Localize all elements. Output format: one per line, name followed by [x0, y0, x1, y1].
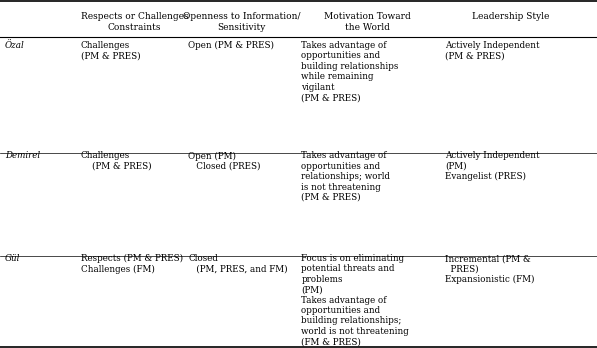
Text: Openness to Information/
Sensitivity: Openness to Information/ Sensitivity	[183, 12, 300, 32]
Text: Challenges
    (PM & PRES): Challenges (PM & PRES)	[81, 151, 151, 171]
Text: Actively Independent
(PM & PRES): Actively Independent (PM & PRES)	[445, 41, 539, 61]
Text: Respects or Challenges
Constraints: Respects or Challenges Constraints	[81, 12, 188, 32]
Text: Gül: Gül	[5, 254, 20, 263]
Text: Özal: Özal	[5, 41, 24, 50]
Text: Takes advantage of
opportunities and
building relationships
while remaining
vigi: Takes advantage of opportunities and bui…	[301, 41, 399, 102]
Text: Leadership Style: Leadership Style	[472, 12, 549, 21]
Text: Respects (PM & PRES)
Challenges (FM): Respects (PM & PRES) Challenges (FM)	[81, 254, 183, 274]
Text: Challenges
(PM & PRES): Challenges (PM & PRES)	[81, 41, 140, 61]
Text: Actively Independent
(PM)
Evangelist (PRES): Actively Independent (PM) Evangelist (PR…	[445, 151, 539, 181]
Text: Open (PM & PRES): Open (PM & PRES)	[188, 41, 274, 50]
Text: Open (PM)
   Closed (PRES): Open (PM) Closed (PRES)	[188, 151, 260, 171]
Text: Motivation Toward
the World: Motivation Toward the World	[324, 12, 411, 32]
Text: Closed
   (PM, PRES, and FM): Closed (PM, PRES, and FM)	[188, 254, 288, 274]
Text: Incremental (PM &
  PRES)
Expansionistic (FM): Incremental (PM & PRES) Expansionistic (…	[445, 254, 534, 284]
Text: Demirel: Demirel	[5, 151, 40, 160]
Text: Focus is on eliminating
potential threats and
problems
(PM)
Takes advantage of
o: Focus is on eliminating potential threat…	[301, 254, 409, 346]
Text: Takes advantage of
opportunities and
relationships; world
is not threatening
(PM: Takes advantage of opportunities and rel…	[301, 151, 390, 202]
